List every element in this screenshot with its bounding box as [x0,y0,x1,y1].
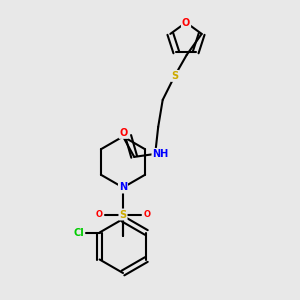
Text: O: O [143,210,151,219]
Text: S: S [119,209,127,220]
Text: Cl: Cl [73,227,84,238]
Text: N: N [119,182,127,193]
Text: S: S [171,71,178,81]
Text: O: O [95,210,103,219]
Text: O: O [120,128,128,138]
Text: O: O [182,17,190,28]
Text: NH: NH [152,149,169,159]
